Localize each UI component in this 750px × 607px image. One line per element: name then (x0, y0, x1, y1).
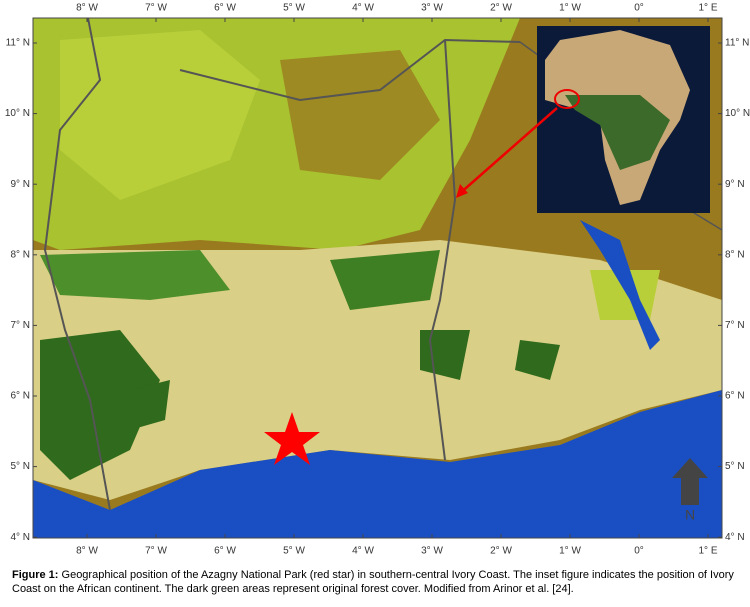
ocean (33, 390, 722, 538)
latitude-label: 8° N (725, 249, 745, 260)
longitude-label: 4° W (352, 546, 374, 557)
latitude-label: 5° N (725, 461, 745, 472)
inset-arrow (457, 107, 558, 196)
latitude-label: 11° N (6, 38, 30, 49)
caption-label: Figure 1: (12, 569, 59, 581)
latitude-label: 8° N (10, 249, 30, 260)
longitude-label: 8° W (76, 546, 98, 557)
north-arrow (672, 458, 708, 505)
latitude-label: 7° N (725, 320, 745, 331)
latitude-label: 11° N (725, 38, 749, 49)
north-label: N (685, 507, 695, 523)
longitude-label: 5° W (283, 3, 305, 14)
latitude-label: 4° N (10, 532, 30, 543)
latitude-label: 7° N (10, 320, 30, 331)
map-figure: 8° W 8° W 7° W 7° W 6° W 6° W 5° W 5° W 4° W 4° W… (5, 3, 750, 557)
map-frame (32, 17, 723, 539)
latitude-label: 5° N (10, 461, 30, 472)
latitude-label: 4° N (725, 532, 745, 543)
longitude-label: 2° W (490, 546, 512, 557)
latitude-label: 6° N (725, 391, 745, 402)
longitude-label: 3° W (421, 546, 443, 557)
longitude-label: 1° W (559, 546, 581, 557)
caption: Figure 1: Geographical position of the A… (12, 568, 742, 596)
latitude-label: 9° N (725, 179, 745, 190)
longitude-label: 7° W (145, 3, 167, 14)
longitude-label: 0° (634, 3, 644, 14)
longitude-label: 1° E (698, 546, 717, 557)
longitude-label: 7° W (145, 546, 167, 557)
longitude-label: 3° W (421, 3, 443, 14)
arrow-head (456, 184, 468, 198)
latitude-label: 10° N (725, 108, 750, 119)
inset-africa (537, 26, 710, 213)
latitude-label: 6° N (10, 391, 30, 402)
latitude-label: 10° N (5, 108, 30, 119)
longitude-label: 1° W (559, 3, 581, 14)
longitude-label: 2° W (490, 3, 512, 14)
longitude-label: 1° E (698, 3, 717, 14)
longitude-label: 4° W (352, 3, 374, 14)
longitude-label: 0° (634, 546, 644, 557)
caption-text: Geographical position of the Azagny Nati… (12, 569, 734, 595)
park-star (264, 412, 320, 465)
longitude-label: 8° W (76, 3, 98, 14)
longitude-label: 5° W (283, 546, 305, 557)
longitude-label: 6° W (214, 546, 236, 557)
latitude-label: 9° N (10, 179, 30, 190)
longitude-label: 6° W (214, 3, 236, 14)
